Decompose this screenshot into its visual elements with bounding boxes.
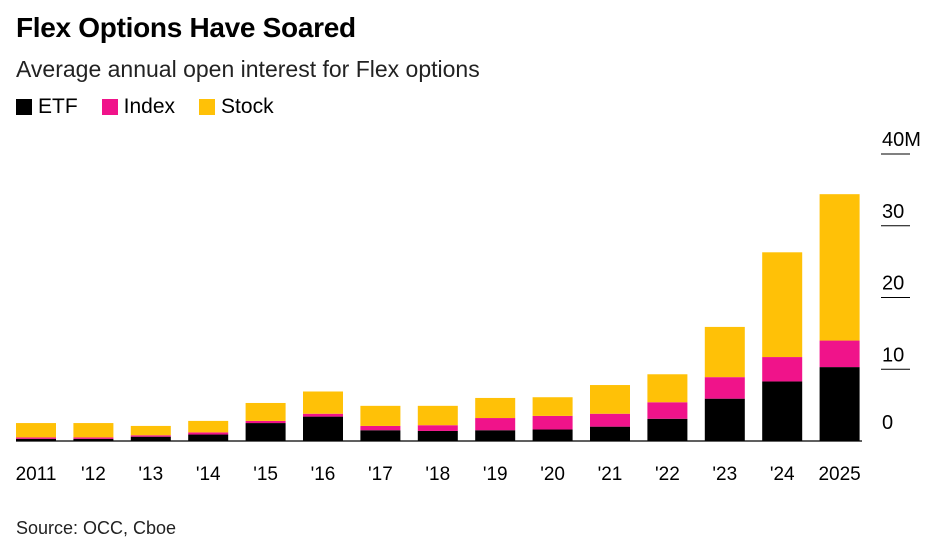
x-tick-label-16: '16 bbox=[311, 464, 336, 485]
bar-index-15 bbox=[245, 420, 286, 424]
bar-etf-13 bbox=[130, 436, 171, 441]
bar-index-23 bbox=[704, 377, 745, 399]
bar-index-18 bbox=[417, 425, 458, 431]
bar-etf-23 bbox=[704, 398, 745, 441]
bar-stock-15 bbox=[245, 402, 286, 421]
bar-etf-24 bbox=[762, 381, 803, 441]
bar-index-14 bbox=[188, 432, 229, 435]
bar-etf-21 bbox=[590, 426, 630, 441]
legend-label-index: Index bbox=[123, 95, 176, 118]
bar-stock-17 bbox=[360, 405, 401, 426]
x-tick-label-24: '24 bbox=[770, 464, 795, 485]
legend-label-etf: ETF bbox=[38, 95, 78, 118]
bar-stock-21 bbox=[590, 385, 630, 414]
legend-item-etf: ETF bbox=[16, 95, 78, 119]
chart-subtitle: Average annual open interest for Flex op… bbox=[16, 56, 480, 82]
bar-etf-12 bbox=[73, 438, 114, 441]
x-tick-label-14: '14 bbox=[196, 464, 221, 485]
x-tick-label-21: '21 bbox=[598, 464, 623, 485]
legend-swatch-stock bbox=[199, 99, 216, 115]
bar-etf-16 bbox=[303, 416, 343, 441]
x-tick-label-15: '15 bbox=[253, 464, 278, 485]
y-tick-label-20: 20 bbox=[882, 273, 904, 295]
bar-stock-14 bbox=[188, 420, 229, 433]
legend-swatch-index bbox=[101, 99, 118, 115]
bar-stock-23 bbox=[704, 326, 745, 378]
bar-etf-19 bbox=[475, 430, 516, 441]
x-tick-label-12: '12 bbox=[81, 464, 106, 485]
bar-stock-19 bbox=[475, 397, 516, 419]
y-tick-label-10: 10 bbox=[882, 344, 904, 366]
legend-label-stock: Stock bbox=[221, 95, 274, 118]
bar-index-21 bbox=[590, 413, 630, 427]
x-tick-label-19: '19 bbox=[483, 464, 508, 485]
bar-etf-18 bbox=[417, 430, 458, 441]
legend-item-stock: Stock bbox=[199, 95, 274, 119]
bar-stock-18 bbox=[417, 405, 458, 426]
bar-etf-2025 bbox=[819, 367, 860, 441]
bar-etf-15 bbox=[245, 423, 286, 441]
x-tick-label-23: '23 bbox=[712, 464, 737, 485]
bar-etf-2011 bbox=[16, 438, 56, 441]
bar-etf-14 bbox=[188, 434, 229, 441]
bar-index-24 bbox=[762, 357, 803, 382]
legend-swatch-etf bbox=[16, 99, 32, 115]
x-tick-label-22: '22 bbox=[655, 464, 680, 485]
bar-etf-20 bbox=[532, 429, 573, 441]
x-tick-label-18: '18 bbox=[425, 464, 450, 485]
x-tick-label-2011: 2011 bbox=[16, 464, 57, 485]
bar-stock-22 bbox=[647, 374, 688, 403]
source-note: Source: OCC, Cboe bbox=[16, 518, 177, 538]
x-tick-label-17: '17 bbox=[368, 464, 393, 485]
y-tick-label-0: 0 bbox=[882, 412, 893, 434]
y-tick-label-40m: 40M bbox=[882, 129, 921, 151]
bar-index-17 bbox=[360, 425, 401, 431]
x-tick-label-2025: 2025 bbox=[818, 464, 860, 485]
bar-stock-24 bbox=[762, 252, 803, 358]
bar-stock-16 bbox=[303, 391, 343, 414]
bar-stock-2011 bbox=[16, 423, 56, 438]
x-tick-label-13: '13 bbox=[138, 464, 163, 485]
bar-index-2025 bbox=[819, 340, 860, 368]
bar-index-22 bbox=[647, 402, 688, 419]
bar-stock-12 bbox=[73, 423, 114, 438]
bar-etf-17 bbox=[360, 430, 401, 441]
legend-item-index: Index bbox=[101, 95, 176, 119]
y-tick-label-30: 30 bbox=[882, 201, 904, 223]
bar-etf-22 bbox=[647, 418, 688, 441]
bar-stock-13 bbox=[130, 425, 171, 436]
chart-title: Flex Options Have Soared bbox=[16, 12, 356, 43]
legend: ETF Index Stock bbox=[16, 95, 274, 119]
bar-stock-2025 bbox=[819, 194, 860, 341]
bar-index-16 bbox=[303, 413, 343, 417]
bar-index-2011 bbox=[16, 437, 56, 439]
bar-index-12 bbox=[73, 437, 114, 439]
bar-index-19 bbox=[475, 418, 516, 431]
bar-index-13 bbox=[130, 435, 171, 437]
x-tick-label-20: '20 bbox=[540, 464, 565, 485]
bar-index-20 bbox=[532, 415, 573, 430]
bar-stock-20 bbox=[532, 397, 573, 416]
